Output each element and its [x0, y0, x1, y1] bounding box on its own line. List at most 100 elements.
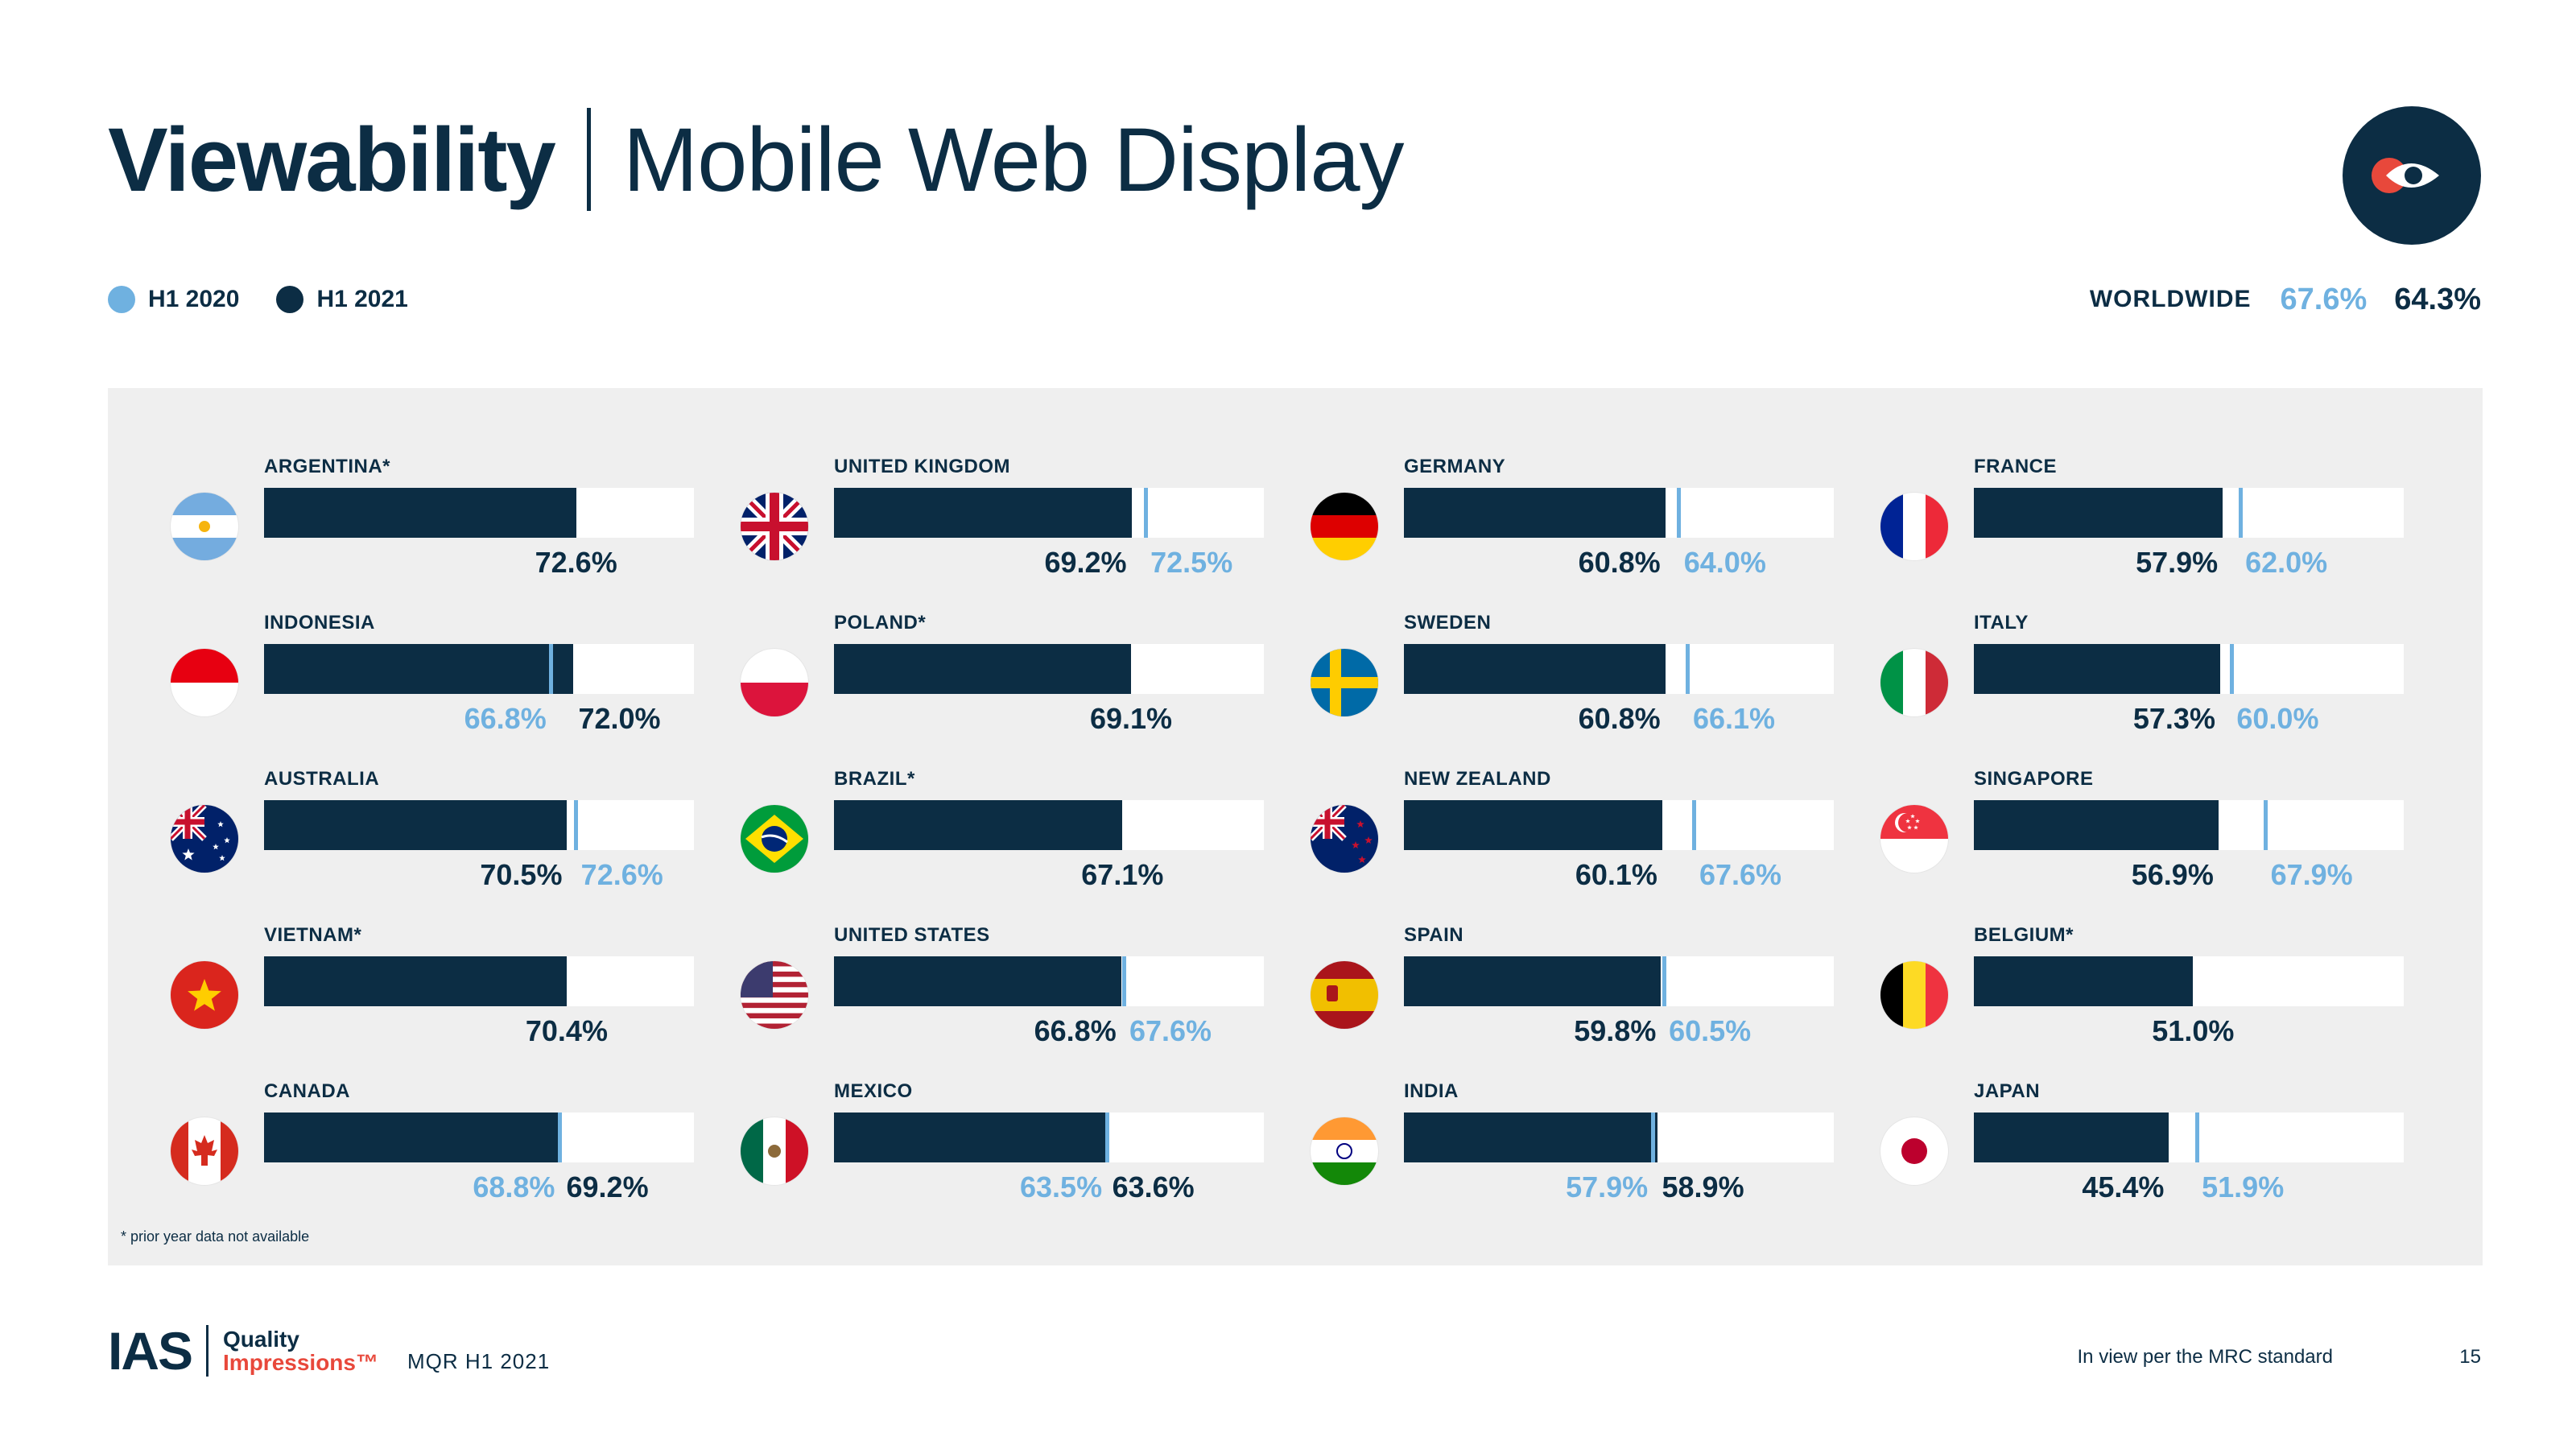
tagline-line-1: Quality: [223, 1326, 299, 1352]
bar-h1-2021-vietnam: [264, 956, 567, 1006]
value-h1-2021-new-zealand: 60.1%: [1575, 858, 1657, 891]
country-row-belgium: BELGIUM* 51.0%: [1880, 923, 2404, 1075]
bar-track-belgium: [1974, 956, 2404, 1006]
chart-legend: H1 2020 H1 2021: [108, 282, 445, 317]
flag-japan-icon: [1880, 1117, 1948, 1185]
country-label-united-states: UNITED STATES: [834, 924, 990, 946]
bar-h1-2021-france: [1974, 488, 2223, 538]
value-h1-2021-brazil: 67.1%: [1081, 858, 1164, 891]
bar-h1-2021-mexico: [834, 1113, 1108, 1162]
flag-singapore-icon: [1880, 805, 1948, 873]
page-title: Viewability: [108, 109, 556, 210]
flag-spain-icon: [1311, 961, 1378, 1029]
flag-canada-icon: [171, 1117, 238, 1185]
country-row-sweden: SWEDEN 66.1% 60.8%: [1311, 610, 1834, 763]
country-label-united-kingdom: UNITED KINGDOM: [834, 456, 1010, 477]
marker-h1-2020-sweden: [1686, 644, 1690, 694]
bar-h1-2021-indonesia: [264, 644, 574, 694]
value-h1-2020-indonesia: 66.8%: [464, 702, 547, 735]
bar-track-united-states: [834, 956, 1264, 1006]
country-row-france: FRANCE 62.0% 57.9%: [1880, 454, 2404, 607]
page-number: 15: [2459, 1346, 2481, 1368]
bar-track-new-zealand: [1404, 800, 1834, 850]
marker-h1-2020-japan: [2194, 1113, 2199, 1162]
country-label-argentina: ARGENTINA*: [264, 456, 391, 477]
country-label-germany: GERMANY: [1404, 456, 1506, 477]
value-h1-2021-poland: 69.1%: [1089, 702, 1173, 735]
bar-h1-2021-new-zealand: [1404, 800, 1662, 850]
value-h1-2021-argentina: 72.6%: [535, 546, 617, 579]
marker-h1-2020-germany: [1677, 488, 1682, 538]
bar-track-germany: [1404, 488, 1834, 538]
value-h1-2021-belgium: 51.0%: [2152, 1014, 2235, 1047]
bar-track-united-kingdom: [834, 488, 1264, 538]
country-row-australia: AUSTRALIA 72.6% 70.5%: [171, 766, 694, 919]
value-h1-2021-japan: 45.4%: [2082, 1170, 2165, 1203]
country-label-canada: CANADA: [264, 1080, 350, 1102]
tagline-line-2: Impressions™: [223, 1350, 378, 1375]
country-row-italy: ITALY 60.0% 57.3%: [1880, 610, 2404, 763]
flag-poland-icon: [741, 649, 808, 716]
country-label-italy: ITALY: [1974, 612, 2029, 634]
country-row-india: INDIA 57.9% 58.9%: [1311, 1079, 1834, 1232]
flag-argentina-icon: [171, 493, 238, 560]
value-h1-2021-sweden: 60.8%: [1578, 702, 1661, 735]
value-h1-2020-australia: 72.6%: [580, 858, 663, 891]
worldwide-h1-2020-value: 67.6%: [2280, 282, 2368, 316]
marker-h1-2020-spain: [1662, 956, 1666, 1006]
marker-h1-2020-australia: [574, 800, 579, 850]
worldwide-h1-2021-value: 64.3%: [2394, 282, 2481, 316]
country-label-mexico: MEXICO: [834, 1080, 913, 1102]
marker-h1-2020-italy: [2229, 644, 2234, 694]
bar-h1-2021-united-states: [834, 956, 1121, 1006]
flag-australia-icon: [171, 805, 238, 873]
bar-track-poland: [834, 644, 1264, 694]
value-h1-2020-canada: 68.8%: [473, 1170, 555, 1203]
country-label-spain: SPAIN: [1404, 924, 1464, 946]
value-h1-2021-united-kingdom: 69.2%: [1044, 546, 1127, 579]
country-row-canada: CANADA 68.8% 69.2%: [171, 1079, 694, 1232]
value-h1-2021-spain: 59.8%: [1574, 1014, 1657, 1047]
footer-logo: IAS Quality Impressions™: [108, 1320, 378, 1381]
value-h1-2021-vietnam: 70.4%: [525, 1014, 608, 1047]
value-h1-2021-france: 57.9%: [2136, 546, 2219, 579]
marker-h1-2020-indonesia: [549, 644, 554, 694]
country-label-sweden: SWEDEN: [1404, 612, 1492, 634]
bar-track-france: [1974, 488, 2404, 538]
value-h1-2020-india: 57.9%: [1566, 1170, 1649, 1203]
flag-brazil-icon: [741, 805, 808, 873]
legend-dot-h1-2021-icon: [276, 286, 304, 313]
flag-united-states-icon: [741, 961, 808, 1029]
marker-h1-2020-india: [1650, 1113, 1655, 1162]
bar-track-argentina: [264, 488, 694, 538]
value-h1-2021-united-states: 66.8%: [1034, 1014, 1117, 1047]
value-h1-2021-india: 58.9%: [1662, 1170, 1744, 1203]
value-h1-2020-sweden: 66.1%: [1692, 702, 1776, 735]
value-h1-2020-spain: 60.5%: [1669, 1014, 1752, 1047]
bar-h1-2021-canada: [264, 1113, 562, 1162]
marker-h1-2020-singapore: [2264, 800, 2268, 850]
value-h1-2021-canada: 69.2%: [566, 1170, 649, 1203]
value-h1-2021-italy: 57.3%: [2132, 702, 2215, 735]
value-h1-2020-germany: 64.0%: [1683, 546, 1766, 579]
marker-h1-2020-united-kingdom: [1143, 488, 1148, 538]
ias-eye-logo-icon: [2343, 106, 2481, 245]
bar-h1-2021-brazil: [834, 800, 1123, 850]
country-row-united-states: UNITED STATES 67.6% 66.8%: [741, 923, 1264, 1075]
chart-panel: * prior year data not available ARGENTIN…: [108, 388, 2483, 1265]
tagline: Quality Impressions™: [223, 1326, 378, 1375]
value-h1-2021-mexico: 63.6%: [1112, 1170, 1195, 1203]
bar-track-indonesia: [264, 644, 694, 694]
report-name: MQR H1 2021: [407, 1349, 551, 1373]
flag-vietnam-icon: [171, 961, 238, 1029]
value-h1-2020-mexico: 63.5%: [1020, 1170, 1103, 1203]
ias-logo-text: IAS: [108, 1321, 193, 1381]
value-h1-2020-united-kingdom: 72.5%: [1150, 546, 1233, 579]
marker-h1-2020-mexico: [1104, 1113, 1109, 1162]
country-label-japan: JAPAN: [1974, 1080, 2041, 1102]
value-h1-2021-australia: 70.5%: [480, 858, 563, 891]
legend-item-h1-2020: H1 2020: [108, 286, 239, 313]
value-h1-2020-new-zealand: 67.6%: [1699, 858, 1782, 891]
flag-belgium-icon: [1880, 961, 1948, 1029]
bar-track-australia: [264, 800, 694, 850]
